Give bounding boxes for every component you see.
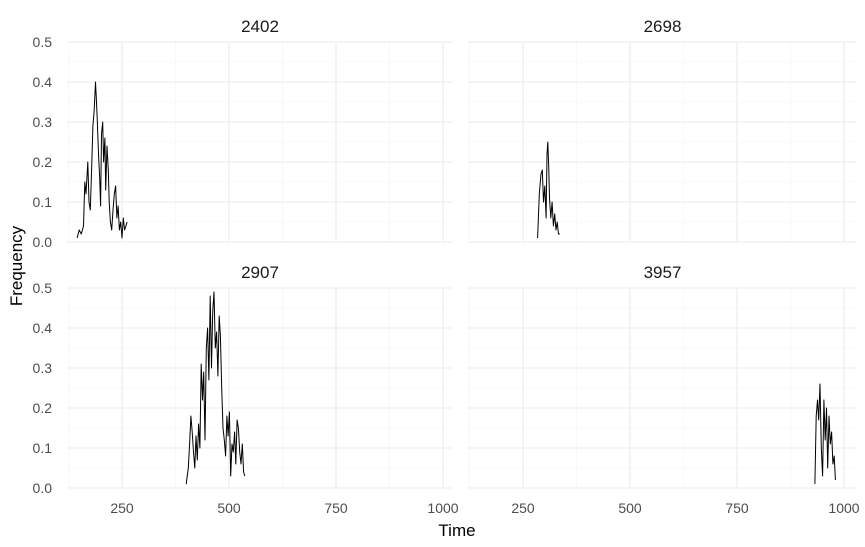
y-tick-label: 0.0: [33, 234, 53, 250]
y-tick-label: 0.4: [33, 74, 53, 90]
facet-title: 2698: [644, 17, 682, 36]
facet-panel-3957: 3957 250 500 750 1000: [468, 263, 860, 516]
facet-panel-2698: 2698: [468, 17, 857, 243]
y-tick-label: 0.1: [33, 440, 53, 456]
x-tick-label: 1000: [427, 500, 458, 516]
y-tick-label: 0.5: [33, 280, 53, 296]
y-tick-label: 0.4: [33, 320, 53, 336]
series-line-2907: [185, 291, 246, 485]
x-tick-label: 250: [110, 500, 134, 516]
y-tick-label: 0.3: [33, 114, 53, 130]
y-tick-label: 0.1: [33, 194, 53, 210]
facet-panel-2402: 2402 0.0 0.1 0.2 0.3 0.4 0.5: [33, 17, 453, 250]
facet-panel-2907: 2907 0.0 0.1 0.2 0.3 0.4 0.5 250 500 750 1000: [33, 263, 459, 516]
x-tick-label: 750: [725, 500, 749, 516]
y-tick-label: 0.3: [33, 360, 53, 376]
x-tick-label: 1000: [828, 500, 859, 516]
y-tick-label: 0.0: [33, 480, 53, 496]
series-line-2402: [76, 81, 128, 239]
x-tick-label: 750: [324, 500, 348, 516]
series-line-2698: [537, 141, 560, 239]
x-axis-title: Time: [438, 521, 475, 540]
x-tick-label: 500: [217, 500, 241, 516]
y-tick-label: 0.5: [33, 34, 53, 50]
x-tick-label: 500: [618, 500, 642, 516]
y-axis-title: Frequency: [7, 225, 26, 306]
facet-title: 2402: [241, 17, 279, 36]
series-line-3957: [814, 383, 836, 485]
y-tick-label: 0.2: [33, 154, 53, 170]
facet-title: 3957: [644, 263, 682, 282]
x-tick-label: 250: [511, 500, 535, 516]
facet-title: 2907: [241, 263, 279, 282]
y-tick-label: 0.2: [33, 400, 53, 416]
